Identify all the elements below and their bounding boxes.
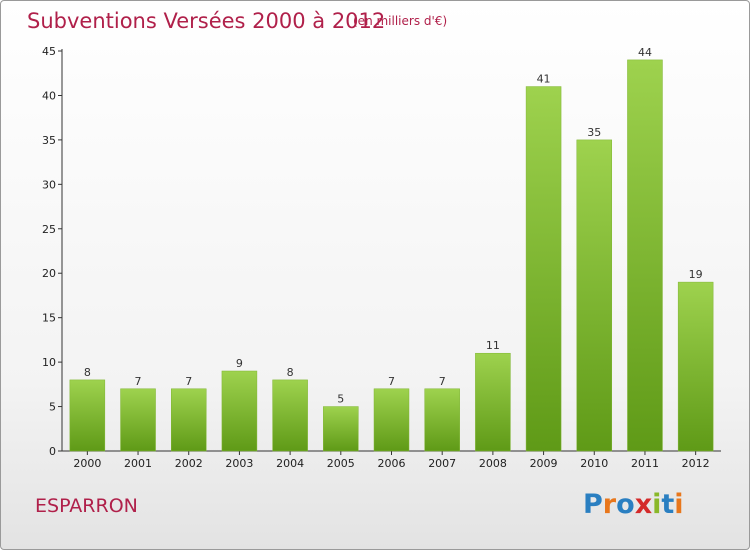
y-tick-label: 5 xyxy=(49,401,56,414)
x-tick-label: 2012 xyxy=(682,457,710,470)
bar-2001 xyxy=(120,388,156,452)
logo-letter: x xyxy=(634,489,653,520)
y-tick-label: 30 xyxy=(42,178,56,191)
y-tick-label: 20 xyxy=(42,267,56,280)
x-tick-label: 2009 xyxy=(530,457,558,470)
x-tick-label: 2011 xyxy=(631,457,659,470)
y-tick-label: 40 xyxy=(42,89,56,102)
bar-value-label: 7 xyxy=(135,375,142,388)
bar-2007 xyxy=(424,388,460,452)
bar-value-label: 19 xyxy=(689,268,703,281)
bar-value-label: 41 xyxy=(537,73,551,86)
chart-subtitle: (en milliers d'€) xyxy=(353,14,448,28)
y-tick-label: 25 xyxy=(42,223,56,236)
bar-2004 xyxy=(272,379,308,452)
bar-value-label: 9 xyxy=(236,357,243,370)
bar-2012 xyxy=(677,281,714,452)
bar-2011 xyxy=(627,59,663,452)
commune-name: ESPARRON xyxy=(35,495,138,517)
bar-value-label: 8 xyxy=(84,366,91,379)
bar-2009 xyxy=(525,86,562,452)
bar-2003 xyxy=(221,370,258,452)
logo-letter: o xyxy=(616,489,635,520)
bar-value-label: 11 xyxy=(486,339,500,352)
bar-value-label: 7 xyxy=(185,375,192,388)
y-tick-label: 45 xyxy=(42,45,56,58)
x-tick-label: 2003 xyxy=(225,457,253,470)
x-tick-label: 2005 xyxy=(327,457,355,470)
y-tick-label: 10 xyxy=(42,356,56,369)
y-tick-label: 0 xyxy=(49,445,56,458)
x-tick-label: 2008 xyxy=(479,457,507,470)
y-tick-label: 35 xyxy=(42,134,56,147)
bar-value-label: 7 xyxy=(388,375,395,388)
x-tick-label: 2000 xyxy=(73,457,101,470)
logo-letter: P xyxy=(583,489,603,520)
logo-letter: t xyxy=(661,489,675,520)
proxiti-logo: Proxiti xyxy=(583,489,684,520)
bar-value-label: 35 xyxy=(587,126,601,139)
bar-2005 xyxy=(323,406,359,452)
logo-letter: r xyxy=(602,489,617,520)
bar-2000 xyxy=(69,379,106,452)
bar-value-label: 8 xyxy=(287,366,294,379)
x-tick-label: 2010 xyxy=(580,457,608,470)
bar-value-label: 7 xyxy=(439,375,446,388)
logo-letter: i xyxy=(652,489,662,520)
bar-2002 xyxy=(170,388,207,452)
chart-title: Subventions Versées 2000 à 2012 xyxy=(27,9,386,33)
x-tick-label: 2001 xyxy=(124,457,152,470)
logo-letter: i xyxy=(674,489,684,520)
x-tick-label: 2007 xyxy=(428,457,456,470)
bar-2008 xyxy=(475,352,511,452)
x-tick-label: 2006 xyxy=(378,457,406,470)
x-tick-label: 2002 xyxy=(175,457,203,470)
bar-2006 xyxy=(373,388,410,452)
y-tick-label: 15 xyxy=(42,312,56,325)
bar-value-label: 5 xyxy=(337,393,344,406)
x-tick-label: 2004 xyxy=(276,457,304,470)
bar-2010 xyxy=(576,139,613,452)
bar-value-label: 44 xyxy=(638,46,652,59)
